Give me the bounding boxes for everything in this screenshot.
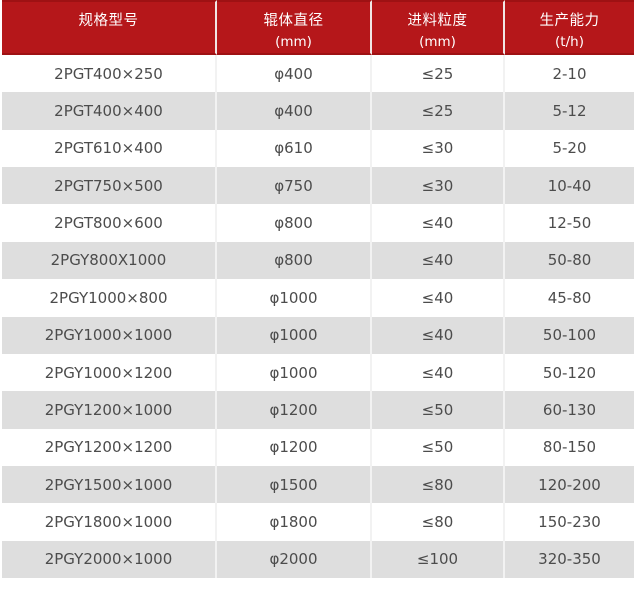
cell-roller-diameter: φ800 <box>217 241 372 280</box>
cell-feed-size: ≤30 <box>372 129 505 168</box>
cell-model: 2PGT610×400 <box>2 129 217 168</box>
cell-feed-size: ≤25 <box>372 92 505 130</box>
cell-model: 2PGY1200×1000 <box>2 391 217 429</box>
cell-capacity: 10-40 <box>505 167 634 205</box>
cell-feed-size: ≤40 <box>372 279 505 317</box>
header-capacity-unit: (t/h) <box>555 34 584 50</box>
cell-model: 2PGY1200×1200 <box>2 428 217 466</box>
header-feed-size: 进料粒度 (mm) <box>372 0 505 55</box>
cell-capacity: 60-130 <box>505 391 634 429</box>
cell-model: 2PGT800×600 <box>2 204 217 242</box>
cell-roller-diameter: φ1800 <box>217 503 372 541</box>
header-roller-diameter-title: 辊体直径 <box>263 13 324 29</box>
cell-feed-size: ≤40 <box>372 204 505 242</box>
cell-feed-size: ≤50 <box>372 428 505 466</box>
cell-roller-diameter: φ1200 <box>217 428 372 466</box>
table-row: 2PGT400×400 φ400 ≤25 5-12 <box>2 92 634 130</box>
cell-model: 2PGT750×500 <box>2 167 217 205</box>
cell-model: 2PGT400×250 <box>2 55 217 93</box>
cell-model: 2PGY800X1000 <box>2 241 217 280</box>
table-row: 2PGY800X1000 φ800 ≤40 50-80 <box>2 241 634 280</box>
table-row: 2PGY1500×1000 φ1500 ≤80 120-200 <box>2 465 634 504</box>
cell-roller-diameter: φ1000 <box>217 316 372 354</box>
cell-roller-diameter: φ1200 <box>217 391 372 429</box>
cell-feed-size: ≤80 <box>372 503 505 541</box>
cell-feed-size: ≤40 <box>372 353 505 392</box>
cell-feed-size: ≤80 <box>372 465 505 504</box>
cell-model: 2PGY1800×1000 <box>2 503 217 541</box>
cell-feed-size: ≤50 <box>372 391 505 429</box>
cell-feed-size: ≤100 <box>372 540 505 579</box>
table-row: 2PGT750×500 φ750 ≤30 10-40 <box>2 167 634 205</box>
cell-model: 2PGY1000×1200 <box>2 353 217 392</box>
cell-capacity: 320-350 <box>505 540 634 579</box>
header-roller-diameter: 辊体直径 (mm) <box>217 0 372 55</box>
cell-capacity: 5-20 <box>505 129 634 168</box>
cell-capacity: 50-80 <box>505 241 634 280</box>
cell-roller-diameter: φ400 <box>217 55 372 93</box>
cell-model: 2PGY1000×800 <box>2 279 217 317</box>
table-row: 2PGT800×600 φ800 ≤40 12-50 <box>2 204 634 242</box>
table-row: 2PGY1200×1000 φ1200 ≤50 60-130 <box>2 391 634 429</box>
cell-capacity: 12-50 <box>505 204 634 242</box>
cell-roller-diameter: φ1000 <box>217 353 372 392</box>
cell-capacity: 45-80 <box>505 279 634 317</box>
cell-capacity: 120-200 <box>505 465 634 504</box>
cell-roller-diameter: φ750 <box>217 167 372 205</box>
cell-capacity: 50-100 <box>505 316 634 354</box>
cell-feed-size: ≤30 <box>372 167 505 205</box>
cell-roller-diameter: φ1500 <box>217 465 372 504</box>
header-row: 规格型号 辊体直径 (mm) 进料粒度 (mm) 生产能力 (t/h) <box>2 0 634 55</box>
cell-roller-diameter: φ400 <box>217 92 372 130</box>
table-row: 2PGT400×250 φ400 ≤25 2-10 <box>2 55 634 93</box>
cell-model: 2PGY1500×1000 <box>2 465 217 504</box>
header-model: 规格型号 <box>2 0 217 55</box>
table-row: 2PGY1000×800 φ1000 ≤40 45-80 <box>2 279 634 317</box>
table-body: 2PGT400×250 φ400 ≤25 2-10 2PGT400×400 φ400 ≤25… <box>2 55 634 579</box>
table-row: 2PGY1200×1200 φ1200 ≤50 80-150 <box>2 428 634 466</box>
cell-model: 2PGT400×400 <box>2 92 217 130</box>
table-row: 2PGY1000×1200 φ1000 ≤40 50-120 <box>2 353 634 392</box>
cell-model: 2PGY2000×1000 <box>2 540 217 579</box>
cell-roller-diameter: φ2000 <box>217 540 372 579</box>
table-row: 2PGT610×400 φ610 ≤30 5-20 <box>2 129 634 168</box>
table-row: 2PGY1000×1000 φ1000 ≤40 50-100 <box>2 316 634 354</box>
header-capacity: 生产能力 (t/h) <box>505 0 634 55</box>
header-model-title: 规格型号 <box>78 13 139 29</box>
table-row: 2PGY2000×1000 φ2000 ≤100 320-350 <box>2 540 634 579</box>
cell-capacity: 80-150 <box>505 428 634 466</box>
cell-roller-diameter: φ610 <box>217 129 372 168</box>
cell-capacity: 50-120 <box>505 353 634 392</box>
cell-capacity: 2-10 <box>505 55 634 93</box>
table-row: 2PGY1800×1000 φ1800 ≤80 150-230 <box>2 503 634 541</box>
cell-capacity: 5-12 <box>505 92 634 130</box>
cell-roller-diameter: φ800 <box>217 204 372 242</box>
cell-feed-size: ≤40 <box>372 241 505 280</box>
cell-roller-diameter: φ1000 <box>217 279 372 317</box>
cell-feed-size: ≤25 <box>372 55 505 93</box>
cell-model: 2PGY1000×1000 <box>2 316 217 354</box>
header-capacity-title: 生产能力 <box>539 13 600 29</box>
header-feed-size-title: 进料粒度 <box>407 13 468 29</box>
cell-feed-size: ≤40 <box>372 316 505 354</box>
header-feed-size-unit: (mm) <box>419 34 456 50</box>
header-roller-diameter-unit: (mm) <box>275 34 312 50</box>
specification-table: 规格型号 辊体直径 (mm) 进料粒度 (mm) 生产能力 (t/h) 2PGT… <box>2 0 634 579</box>
table-header: 规格型号 辊体直径 (mm) 进料粒度 (mm) 生产能力 (t/h) <box>2 0 634 55</box>
cell-capacity: 150-230 <box>505 503 634 541</box>
